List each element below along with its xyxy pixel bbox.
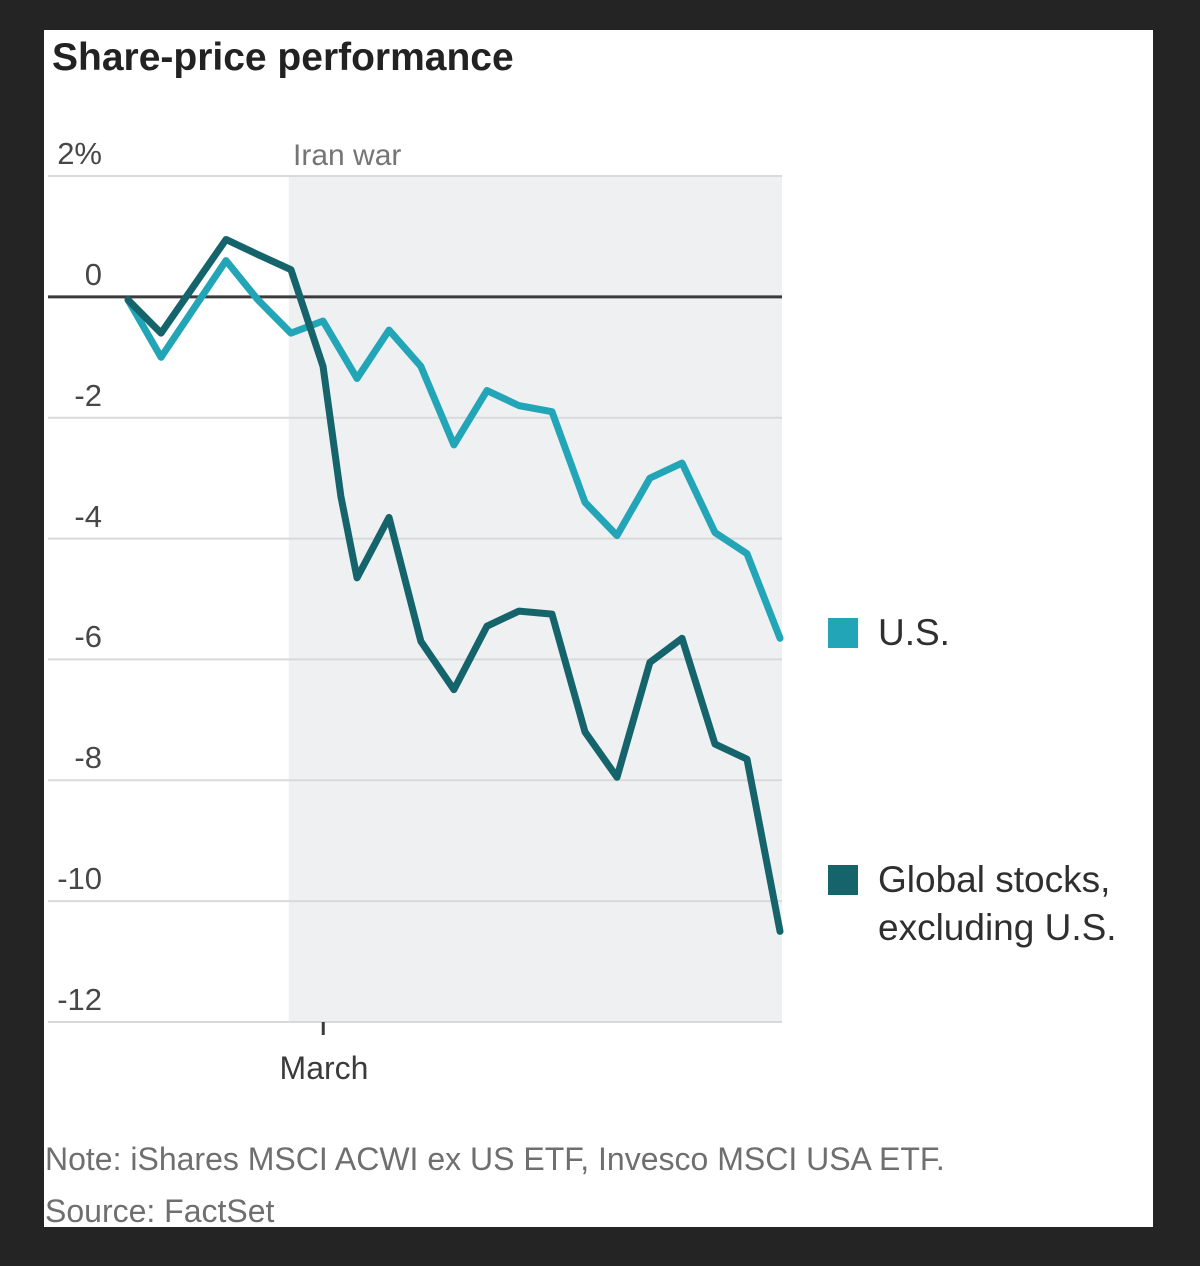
war-shaded-region — [288, 176, 782, 1022]
legend-swatch-us — [828, 618, 858, 648]
note-text: Note: iShares MSCI ACWI ex US ETF, Inves… — [45, 1141, 945, 1177]
legend-item-us: U.S. — [828, 612, 950, 654]
iran-war-annotation: Iran war — [293, 139, 402, 172]
y-tick-label: -6 — [74, 619, 102, 655]
y-tick-label: -4 — [74, 498, 102, 534]
legend-label-global-line1: Global stocks, — [878, 859, 1111, 900]
chart-title: Share-price performance — [52, 36, 514, 79]
legend-label-us: U.S. — [878, 612, 950, 653]
y-tick-label: -10 — [57, 861, 102, 897]
y-tick-label: 0 — [84, 256, 102, 292]
y-tick-label: -12 — [57, 982, 102, 1017]
source-text: Source: FactSet — [45, 1193, 275, 1229]
series-line-us — [124, 257, 784, 642]
series-line-global — [124, 235, 784, 935]
y-tick-label: 2% — [57, 136, 102, 171]
y-tick-label: -8 — [74, 740, 102, 776]
y-tick-label: -2 — [74, 377, 102, 413]
legend-item-global: Global stocks, excluding U.S. — [828, 856, 1117, 952]
x-axis-label-march: March — [279, 1050, 369, 1086]
legend-label-global: Global stocks, excluding U.S. — [878, 856, 1117, 952]
legend-label-global-line2: excluding U.S. — [878, 907, 1117, 948]
legend-swatch-global — [828, 865, 858, 895]
